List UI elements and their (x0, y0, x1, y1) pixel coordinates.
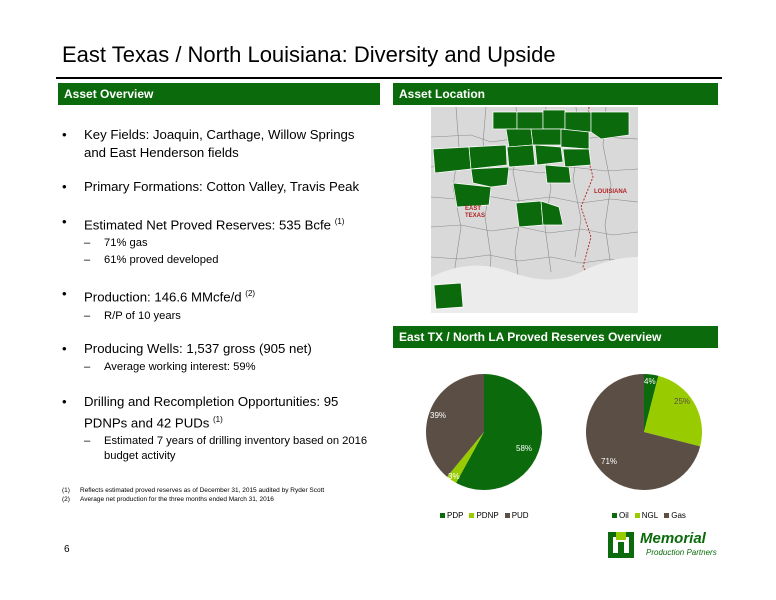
page-number: 6 (64, 544, 70, 555)
pie-slice-oil (644, 374, 659, 432)
pie-slice-pdp (456, 374, 542, 490)
sub-bullet-text: Estimated 7 years of drilling inventory … (104, 435, 368, 463)
bullet-marker: • (62, 340, 67, 356)
logo-name: Memorial (640, 530, 706, 547)
map-label-louisiana: LOUISIANA (594, 189, 628, 195)
legend-label: Oil (619, 511, 629, 520)
sub-bullet-marker: – (84, 309, 91, 322)
bullet-footnote-ref: (2) (245, 289, 256, 299)
bullet-marker: • (62, 393, 67, 409)
bullet-marker: • (62, 179, 67, 194)
pie-data-label: 71% (601, 457, 617, 466)
asset-location-map: EAST TEXAS LOUISIANA (431, 107, 638, 313)
asset-overview-header: Asset Overview (58, 83, 380, 105)
reserves-overview-header: East TX / North LA Proved Reserves Overv… (393, 326, 718, 348)
map-label-texas: TEXAS (465, 213, 485, 219)
bullet-item: • Key Fields: Joaquin, Carthage, Willow S… (62, 126, 380, 162)
legend-item-pdp: PDP (440, 511, 463, 520)
sub-bullet-item: –71% gas (62, 236, 380, 251)
pie-slice-pdnp (447, 432, 484, 483)
page-title: East Texas / North Louisiana: Diversity … (62, 42, 556, 67)
legend-label: NGL (641, 511, 659, 520)
footnote-2: (2) Average net production for the three … (62, 496, 274, 503)
pie-data-label: 39% (430, 411, 446, 420)
bullet-text: Producing Wells: 1,537 gross (905 net) (84, 340, 312, 356)
legend-item-gas: Gas (664, 511, 686, 520)
title-divider (56, 77, 722, 79)
legend-swatch (664, 513, 670, 518)
legend-item-pdnp: PDNP (469, 511, 499, 520)
pie-data-label: 4% (644, 377, 656, 386)
legend-swatch (634, 513, 640, 518)
sub-bullet-item: – Estimated 7 years of drilling inventory… (62, 434, 380, 464)
sub-bullet-item: –61% proved developed (62, 253, 380, 268)
bullet-text: Estimated Net Proved Reserves: 535 Bcfe (84, 217, 332, 233)
pie2-legend: Oil NGL Gas (612, 511, 686, 520)
sub-bullet-marker: – (84, 435, 91, 448)
pie-slice-pud (426, 374, 484, 477)
bullet-marker: • (62, 214, 67, 229)
legend-label: PUD (511, 511, 529, 520)
bullet-item: • Production: 146.6 MMcfe/d (2) (62, 285, 380, 306)
bullet-text: Production: 146.6 MMcfe/d (84, 289, 242, 305)
legend-item-oil: Oil (612, 511, 629, 520)
bullet-footnote-ref: (1) (334, 217, 345, 226)
memorial-logo: Memorial Production Partners (606, 528, 722, 562)
sub-bullet-text: 71% gas (104, 237, 148, 250)
legend-label: PDNP (476, 511, 499, 520)
legend-item-pud: PUD (504, 511, 529, 520)
sub-bullet-text: Average working interest: 59% (104, 360, 256, 373)
pie-slice-ngl (644, 375, 702, 447)
sub-bullet-item: – R/P of 10 years (62, 309, 380, 324)
asset-overview-bullets: • Key Fields: Joaquin, Carthage, Willow S… (62, 126, 380, 464)
bullet-text: Drilling and Recompletion Opportunities:… (84, 393, 339, 431)
pie1-legend: PDP PDNP PUD (440, 511, 529, 520)
pie-data-label: 25% (674, 397, 690, 406)
pie-chart-reserve-category: 58% 3% 39% (426, 374, 542, 490)
legend-label: PDP (447, 511, 464, 520)
bullet-footnote-ref: (1) (213, 414, 223, 424)
legend-swatch (469, 513, 475, 518)
legend-label: Gas (671, 511, 686, 520)
pie-data-label: 3% (448, 472, 460, 481)
bullet-item: • Estimated Net Proved Reserves: 535 Bcfe… (62, 213, 380, 234)
asset-location-header: Asset Location (393, 83, 718, 105)
memorial-logo-mark-icon (608, 532, 634, 558)
sub-bullet-marker: – (84, 360, 91, 373)
pie-data-label: 58% (516, 444, 532, 453)
legend-item-ngl: NGL (634, 511, 659, 520)
sub-bullet-item: – Average working interest: 59% (62, 360, 380, 375)
legend-swatch (440, 513, 445, 518)
bullet-marker: • (62, 127, 67, 142)
logo-subtitle: Production Partners (646, 548, 717, 557)
sub-bullet-marker: – (84, 237, 91, 250)
map-label-east: EAST (465, 206, 481, 212)
sub-bullet-text: R/P of 10 years (104, 309, 181, 322)
bullet-item: • Producing Wells: 1,537 gross (905 net) (62, 340, 380, 358)
pie-slice-gas (586, 374, 701, 490)
sub-bullet-marker: – (84, 254, 91, 267)
bullet-text: Primary Formations: Cotton Valley, Travi… (84, 179, 360, 194)
legend-swatch (612, 513, 617, 518)
bullet-marker: • (62, 286, 67, 302)
bullet-item: • Primary Formations: Cotton Valley, Trav… (62, 178, 380, 196)
footnote-1: (1) Reflects estimated proved reserves as… (62, 487, 325, 494)
legend-swatch (504, 513, 510, 518)
bullet-item: • Drilling and Recompletion Opportunities… (62, 393, 380, 432)
sub-bullet-text: 61% proved developed (104, 254, 219, 267)
bullet-text: Key Fields: Joaquin, Carthage, Willow Sp… (84, 127, 355, 160)
pie-chart-commodity: 4% 25% 71% (586, 374, 702, 490)
